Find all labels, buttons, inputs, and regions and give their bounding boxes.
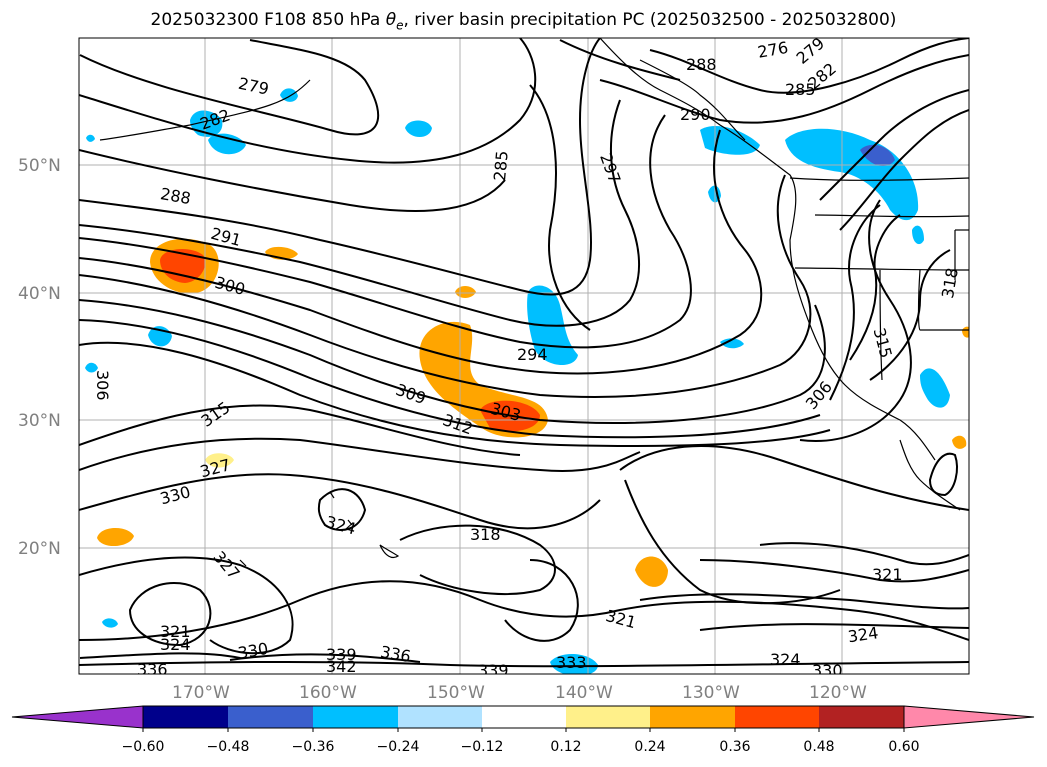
contour-label: 285 [490, 150, 512, 182]
colorbar-segment [566, 706, 650, 728]
lat-label: 20°N [18, 539, 61, 559]
contour-label: 285 [785, 80, 816, 99]
lat-label: 40°N [18, 284, 61, 304]
colorbar-tick-label: 0.36 [719, 739, 750, 755]
colorbar-tick-label: 0.12 [550, 739, 581, 755]
contour-label: 333 [556, 653, 587, 672]
colorbar-tick-label: −0.36 [292, 739, 335, 755]
title-sub: e [396, 18, 404, 33]
lat-label: 50°N [18, 156, 61, 176]
contour-label: 339 [326, 645, 357, 664]
contour-label: 318 [470, 525, 501, 544]
latitude-labels: 50°N 40°N 30°N 20°N [18, 156, 61, 559]
contour-label: 321 [872, 565, 903, 584]
lon-label: 160°W [299, 683, 357, 703]
colorbar: −0.60 −0.48 −0.36 −0.24 −0.12 0.12 0.24 … [11, 705, 1035, 755]
graticule [79, 38, 969, 674]
title-main: 2025032300 F108 850 hPa [150, 10, 386, 30]
colorbar-extend-min [11, 705, 144, 729]
lat-label: 30°N [18, 411, 61, 431]
colorbar-segment [735, 706, 819, 728]
colorbar-segment [398, 706, 482, 728]
colorbar-tick-label: 0.60 [888, 739, 919, 755]
chart-title: 2025032300 F108 850 hPa θe, river basin … [0, 10, 1047, 32]
colorbar-segment [228, 706, 313, 728]
colorbar-outline [142, 705, 905, 729]
contour-label: 342 [326, 657, 357, 676]
lon-label: 120°W [809, 683, 867, 703]
contour-label: 330 [812, 661, 843, 680]
coastlines [99, 38, 969, 567]
colorbar-segment [313, 706, 398, 728]
colorbar-ticks [142, 728, 905, 732]
colorbar-segment [143, 706, 228, 728]
title-rest: , river basin precipitation PC (20250325… [403, 10, 897, 30]
colorbar-tick-label: −0.48 [207, 739, 250, 755]
colorbar-tick-label: −0.60 [122, 739, 165, 755]
colorbar-tick-label: −0.24 [377, 739, 420, 755]
longitude-labels: 170°W 160°W 150°W 140°W 130°W 120°W [172, 683, 867, 703]
colorbar-extend-max [903, 705, 1035, 729]
colorbar-segment [482, 706, 566, 728]
lon-label: 170°W [172, 683, 230, 703]
contour-label: 324 [770, 650, 801, 669]
contour-label: 324 [160, 635, 191, 654]
contour-label: 294 [517, 345, 548, 364]
contour-label: 321 [160, 622, 191, 641]
contour-label: 288 [686, 55, 717, 74]
colorbar-segment [650, 706, 735, 728]
contour-label: 324 [847, 623, 880, 646]
theta-e-contours [79, 38, 969, 668]
contour-label: 290 [680, 105, 711, 124]
colorbar-tick-label: −0.12 [461, 739, 504, 755]
contour-label: 336 [137, 660, 168, 679]
colorbar-tick-label: 0.48 [803, 739, 834, 755]
contour-label: 306 [93, 370, 112, 401]
lon-label: 150°W [427, 683, 485, 703]
contour-label: 339 [478, 661, 509, 680]
map-frame [78, 37, 970, 675]
lon-label: 140°W [555, 683, 613, 703]
colorbar-tick-label: 0.24 [634, 739, 665, 755]
title-theta: θ [385, 10, 397, 30]
lon-label: 130°W [682, 683, 740, 703]
contour-label: 276 [756, 38, 789, 62]
colorbar-segment [819, 706, 904, 728]
